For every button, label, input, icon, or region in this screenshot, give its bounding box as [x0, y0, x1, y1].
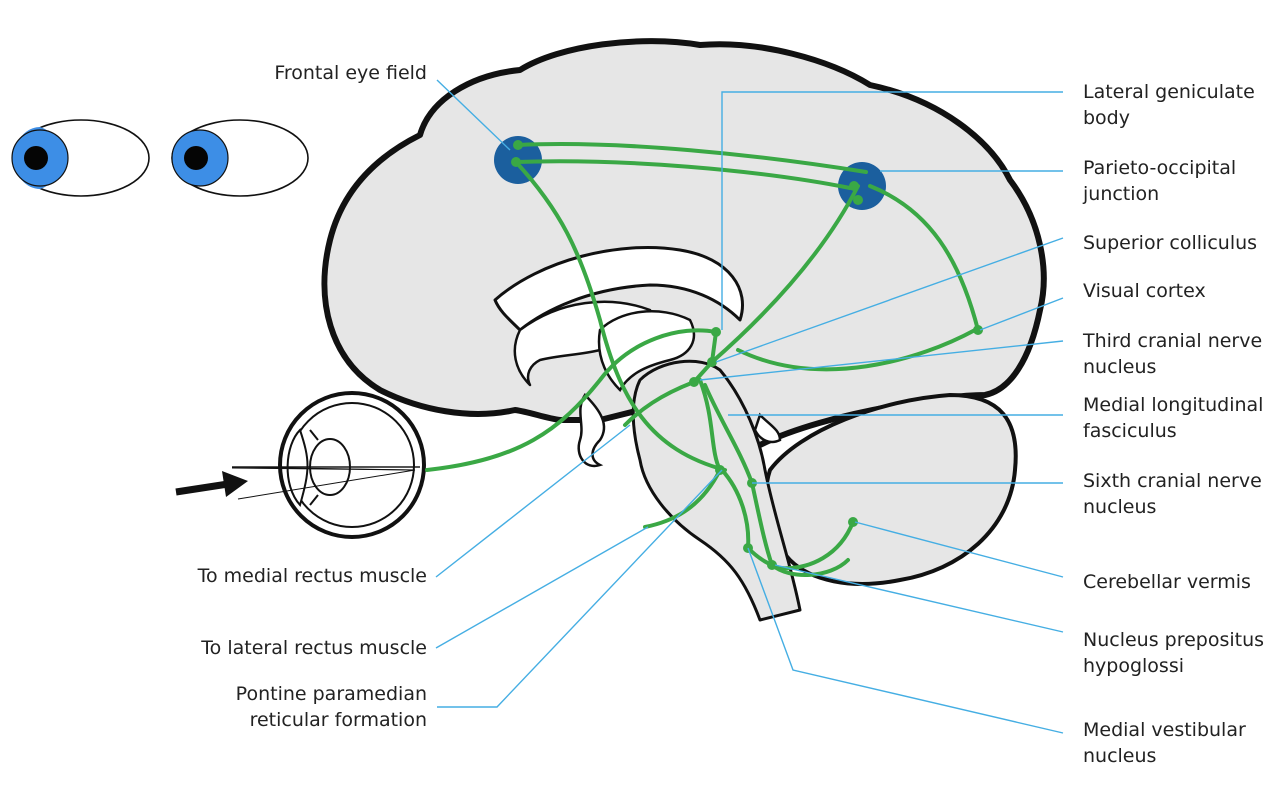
label-to-lateral-rectus-muscle: To lateral rectus muscle — [201, 637, 427, 659]
label-frontal-eye-field: Frontal eye field — [274, 62, 427, 84]
label-pontine-paramedian-reticular-formation: Pontine paramedian reticular formation — [235, 683, 427, 731]
label-medial-vestibular-nucleus: Medial vestibular nucleus — [1083, 719, 1246, 767]
label-cerebellar-vermis: Cerebellar vermis — [1083, 571, 1251, 593]
right-eye-icon — [171, 119, 309, 197]
label-to-medial-rectus-muscle: To medial rectus muscle — [197, 565, 427, 587]
label-nucleus-prepositus-hypoglossi: Nucleus prepositus hypoglossi — [1083, 629, 1265, 677]
cerebellum — [764, 393, 1018, 586]
label-superior-colliculus: Superior colliculus — [1083, 232, 1258, 254]
label-lateral-geniculate-body: Lateral geniculate body — [1083, 81, 1255, 129]
label-visual-cortex: Visual cortex — [1083, 280, 1206, 302]
synapse-dots — [511, 140, 983, 570]
label-parieto-occipital-junction: Parieto-occipital junction — [1083, 157, 1237, 205]
eyes-pair — [11, 119, 309, 197]
left-eye-icon — [11, 119, 150, 197]
leader-lines — [435, 79, 1064, 734]
eyeball-cross-section-icon — [231, 391, 426, 539]
label-sixth-cranial-nerve-nucleus: Sixth cranial nerve nucleus — [1083, 470, 1262, 518]
neural-pathways — [425, 142, 980, 577]
label-third-cranial-nerve-nucleus: Third cranial nerve nucleus — [1083, 330, 1263, 378]
light-direction-arrow-icon — [175, 471, 248, 497]
label-medial-longitudinal-fasciculus: Medial longitudinal fasciculus — [1083, 394, 1264, 442]
